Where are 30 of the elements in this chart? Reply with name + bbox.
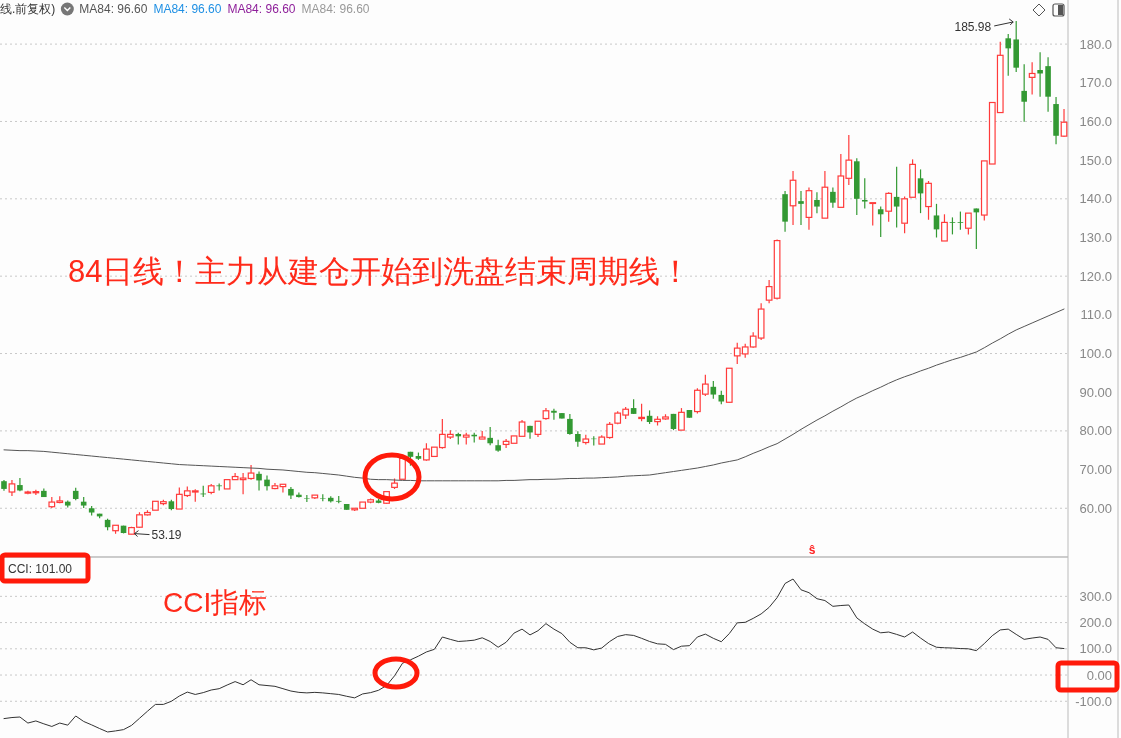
y-tick-label: 60.00 bbox=[1079, 500, 1112, 516]
y-tick-label: 300.0 bbox=[1079, 588, 1112, 604]
y-tick-label: 130.0 bbox=[1079, 230, 1112, 245]
annotation: MA84: 96.60 bbox=[153, 2, 222, 16]
y-tick-label: 90.00 bbox=[1079, 384, 1112, 400]
annotation: 185.98 bbox=[954, 19, 992, 34]
y-tick-label: -100.0 bbox=[1075, 693, 1112, 709]
y-tick-label: 170.0 bbox=[1079, 75, 1112, 91]
annotation: MA84: 96.60 bbox=[227, 2, 296, 16]
y-tick-label: 150.0 bbox=[1079, 152, 1112, 168]
y-tick-label: 100.0 bbox=[1079, 641, 1112, 657]
text: CCI: 101.00 bbox=[8, 562, 73, 576]
annotation: 53.19 bbox=[151, 527, 182, 542]
y-tick-label: 70.00 bbox=[1079, 462, 1112, 478]
y-tick-label: 0.00 bbox=[1086, 667, 1112, 683]
y-tick-label: 160.0 bbox=[1079, 113, 1112, 129]
annotation: ŝ bbox=[808, 543, 816, 557]
text: MA84: 96.60 bbox=[79, 2, 148, 16]
chart-subtitle: 线.前复权) bbox=[0, 2, 56, 16]
y-tick-label: 180.0 bbox=[1079, 36, 1112, 52]
line-series bbox=[3, 578, 1065, 733]
annotation: CCI指标 bbox=[163, 587, 268, 618]
y-tick-label: 80.00 bbox=[1079, 423, 1112, 439]
y-tick-label: 110.0 bbox=[1080, 307, 1112, 323]
y-tick-label: 200.0 bbox=[1079, 615, 1112, 631]
y-tick-label: 120.0 bbox=[1079, 268, 1112, 284]
y-tick-label: 140.0 bbox=[1079, 191, 1112, 207]
y-tick-label: 100.0 bbox=[1079, 346, 1112, 362]
annotation: MA84: 96.60 bbox=[301, 2, 370, 16]
annotation: 84日线！主力从建仓开始到洗盘结束周期线！ bbox=[68, 254, 692, 289]
